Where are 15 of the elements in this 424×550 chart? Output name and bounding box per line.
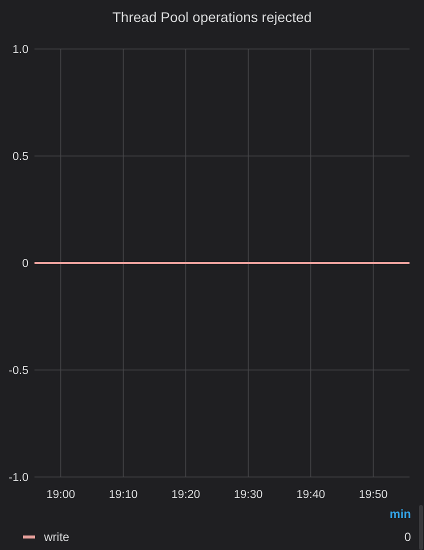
y-tick-label: 1.0	[12, 44, 28, 56]
x-tick-label: 19:00	[46, 489, 76, 502]
y-tick-label: -1.0	[8, 472, 28, 484]
chart-title: Thread Pool operations rejected	[112, 9, 312, 25]
y-tick-label: 0	[22, 258, 28, 270]
y-tick-label: 0.5	[12, 151, 28, 164]
x-tick-label: 19:10	[108, 489, 138, 502]
text: 0	[404, 530, 412, 544]
x-tick-label: 19:30	[234, 489, 263, 502]
legend-label: write	[43, 530, 70, 544]
text: min	[390, 507, 411, 522]
x-tick-label: 19:50	[358, 489, 388, 502]
x-tick-label: 19:40	[296, 489, 326, 502]
x-tick-label: 19:20	[171, 489, 200, 502]
y-tick-label: -0.5	[8, 365, 28, 378]
